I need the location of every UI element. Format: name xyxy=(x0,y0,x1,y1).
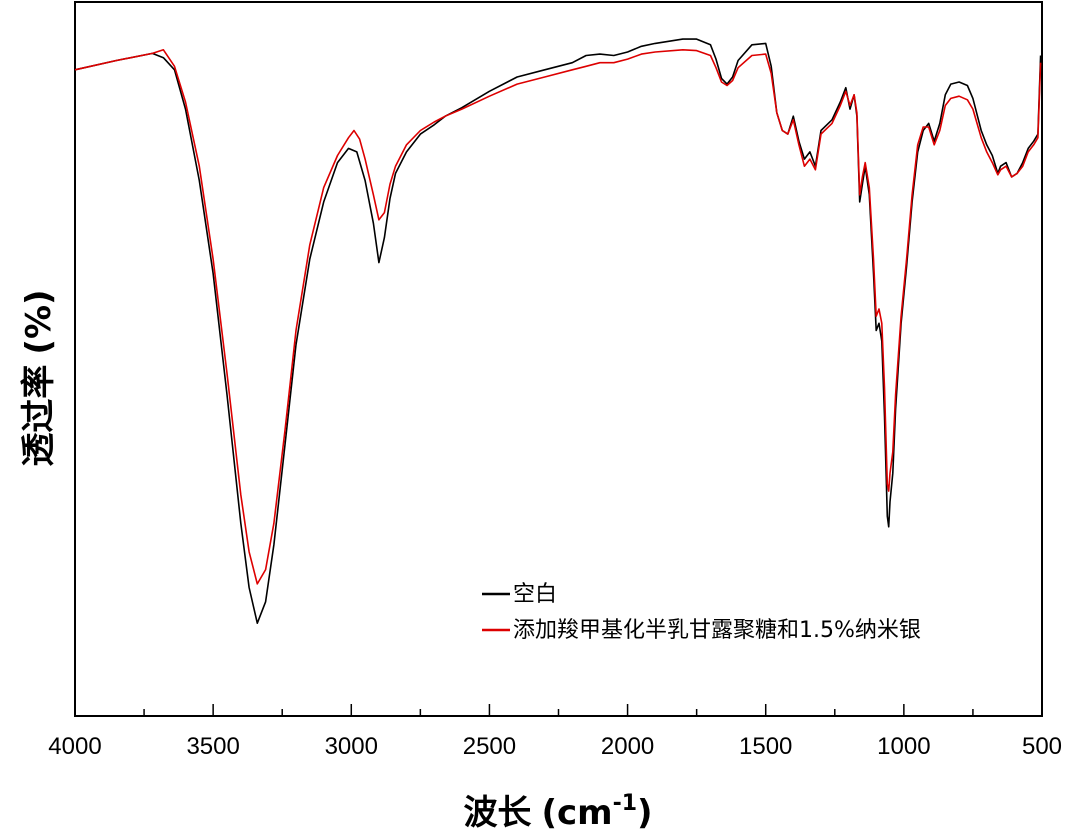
x-axis-tick-labels: 4000 3500 3000 2500 2000 1500 1000 500 xyxy=(48,733,1062,760)
legend: 空白 添加羧甲基化半乳甘露聚糖和1.5%纳米银 xyxy=(482,582,921,643)
series-line-blank xyxy=(74,38,1042,624)
x-axis-unit-close: ) xyxy=(637,793,653,833)
x-tick-label: 1000 xyxy=(877,733,930,760)
x-axis-ticks xyxy=(74,704,1043,716)
series-line-treated xyxy=(74,49,1042,585)
x-tick-label: 3500 xyxy=(186,733,239,760)
legend-label-blank: 空白 xyxy=(513,582,557,607)
x-tick-label: 1500 xyxy=(739,733,792,760)
svg-text:透过率(%): 透过率 (%) xyxy=(19,289,59,466)
x-tick-label: 2000 xyxy=(601,733,654,760)
x-tick-label: 4000 xyxy=(48,733,101,760)
legend-label-treated: 添加羧甲基化半乳甘露聚糖和1.5%纳米银 xyxy=(513,618,921,643)
plot-frame xyxy=(74,1,1043,717)
y-axis-unit: (%) xyxy=(19,289,59,354)
y-axis-title-main: 透过率 xyxy=(19,365,59,467)
x-axis-title: 波长 (cm-1) xyxy=(463,791,652,833)
x-axis-unit-exp: -1 xyxy=(613,791,637,816)
x-axis-unit-base: (cm xyxy=(541,793,612,833)
x-tick-label: 500 xyxy=(1022,733,1062,760)
series-layer xyxy=(74,38,1042,624)
x-axis-title-main: 波长 xyxy=(463,793,531,833)
x-tick-label: 3000 xyxy=(325,733,378,760)
x-tick-label: 2500 xyxy=(463,733,516,760)
y-axis-title: 透过率 (%) xyxy=(19,289,59,466)
